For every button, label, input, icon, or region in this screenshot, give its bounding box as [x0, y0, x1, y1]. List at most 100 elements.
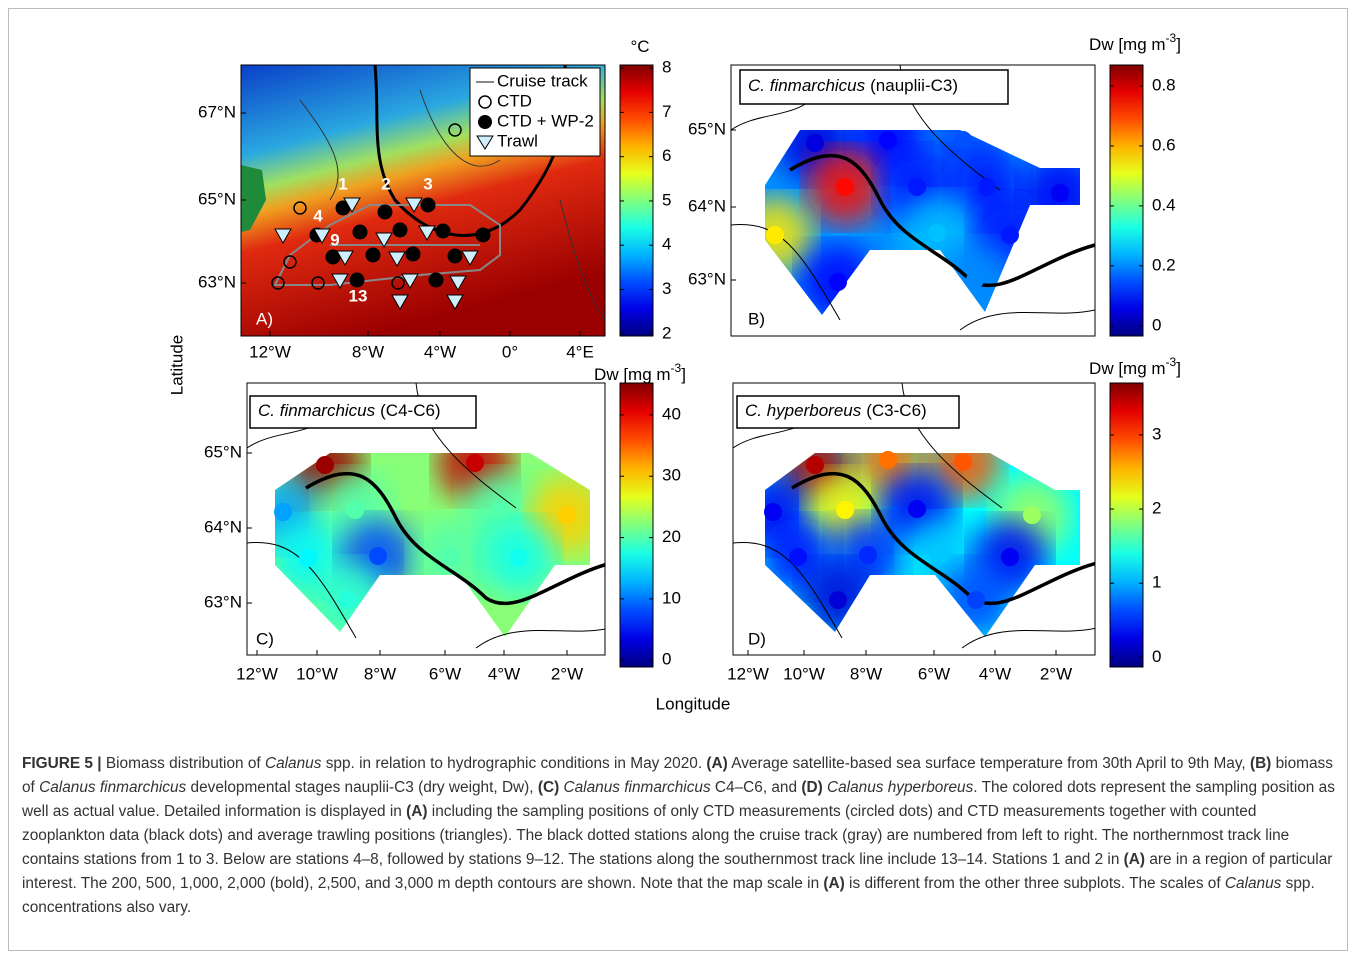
trawl — [274, 228, 292, 245]
panel-title: C. hyperboreus (C3-C6) — [745, 401, 927, 420]
colorbar — [1109, 382, 1144, 668]
lat-tick-label: 65°N — [204, 442, 242, 461]
sample-dot — [829, 273, 847, 291]
wp2-station — [420, 197, 436, 213]
title-box — [249, 395, 477, 429]
colorbar-tick-label: 10 — [662, 588, 681, 607]
wp2-station — [428, 272, 444, 288]
colorbar-label: Dw [mg m-3] — [1089, 355, 1181, 378]
label-sup: -3 — [1166, 31, 1177, 45]
lon-tick-label: 6°W — [429, 664, 461, 683]
land — [241, 165, 266, 232]
x-axis-label: Longitude — [656, 694, 731, 713]
species: C. hyperboreus — [745, 401, 862, 420]
map-panel — [247, 383, 605, 649]
label: Dw [mg m — [1089, 35, 1166, 54]
caption-text: Biomass distribution of — [105, 755, 265, 772]
caption-text: Average satellite-based sea surface temp… — [727, 755, 1250, 772]
contour — [789, 153, 1095, 288]
lat-tick-label: 63°N — [204, 592, 242, 611]
lon-tick-label: 2°W — [551, 664, 583, 683]
sample-dot — [491, 501, 509, 519]
legend-label: Trawl — [497, 131, 538, 150]
colorbar — [619, 64, 654, 337]
station-number: 4 — [313, 206, 323, 225]
sample-dot — [1001, 226, 1019, 244]
caption-text: (A) — [406, 803, 428, 820]
colorbar-tick-label: 2 — [1152, 499, 1161, 518]
sample-dot — [766, 226, 784, 244]
legend-label: CTD + WP-2 — [497, 111, 594, 130]
species: C. finmarchicus — [748, 76, 866, 95]
legend-label: CTD — [497, 91, 532, 110]
lat-tick-label: 63°N — [688, 269, 726, 288]
lat-tick-label: 64°N — [204, 517, 242, 536]
colorbar-tick-label: 6 — [662, 146, 671, 165]
title-box — [739, 69, 1009, 105]
panel-letter: C) — [256, 629, 274, 648]
trawl — [461, 250, 479, 267]
label-end: ] — [681, 365, 686, 384]
lon-tick-label: 8°W — [850, 664, 882, 683]
caption-text: . The colored dots represent the samplin… — [22, 779, 1335, 820]
ctd-station — [391, 276, 405, 290]
label: Dw [mg m — [1089, 359, 1166, 378]
stage: (nauplii-C3) — [870, 76, 958, 95]
caption-text: C4–C6, and — [710, 779, 802, 796]
caption-text: Calanus — [264, 755, 322, 772]
sample-dot — [836, 501, 854, 519]
figure-frame — [8, 8, 1348, 951]
sample-dot — [1001, 548, 1019, 566]
colorbar-tick-label: 8 — [662, 58, 671, 77]
panel-letter: D) — [748, 629, 766, 648]
trawl — [343, 197, 361, 214]
ctd-station — [271, 276, 285, 290]
sample-dot — [954, 131, 972, 149]
caption-text: (A) — [1123, 851, 1146, 868]
colorbar-tick-label: 0.4 — [1152, 195, 1176, 214]
legend-label: Cruise track — [497, 71, 588, 90]
trawl — [391, 294, 409, 311]
wp2-station — [405, 246, 421, 262]
caption-text: are in a region of particular interest. … — [22, 851, 1333, 892]
colorbar-tick-label: 7 — [662, 102, 671, 121]
trawl — [449, 275, 467, 292]
colorbar-tick-label: 2 — [662, 323, 671, 342]
colorbar-label: Dw [mg m-3] — [1089, 31, 1181, 54]
colorbar-tick-label: 0 — [1152, 315, 1161, 334]
wp2-station — [325, 249, 341, 265]
colorbar-tick-label: 0.8 — [1152, 75, 1176, 94]
sample-dot — [836, 178, 854, 196]
sample-dot — [954, 453, 972, 471]
colorbar-tick-label: 30 — [662, 466, 681, 485]
legend-swatch — [476, 135, 494, 150]
caption-text: biomass of — [22, 755, 1333, 796]
station-number: 3 — [423, 174, 432, 193]
sample-dot — [1023, 506, 1041, 524]
label: Dw [mg m — [594, 365, 671, 384]
contour — [731, 65, 1095, 331]
wp2-station — [352, 224, 368, 240]
colorbar-label: Dw [mg m-3] — [594, 361, 686, 384]
sample-dot — [316, 456, 334, 474]
caption-text: Calanus finmarchicus — [559, 779, 711, 796]
colorbar — [619, 382, 654, 668]
wp2-station — [365, 247, 381, 263]
station-number: 9 — [330, 230, 339, 249]
lon-tick-label: 2°W — [1040, 664, 1072, 683]
species: C. finmarchicus — [258, 401, 376, 420]
trawl — [331, 273, 349, 290]
sample-dot — [299, 549, 317, 567]
label-sup: -3 — [671, 361, 682, 375]
sample-dot — [928, 224, 946, 242]
wp2-station — [392, 222, 408, 238]
caption-text: (D) — [801, 779, 823, 796]
colorbar-tick-label: 0.6 — [1152, 135, 1176, 154]
wp2-station — [377, 204, 393, 220]
caption: FIGURE 5 | Biomass distribution of Calan… — [22, 752, 1340, 920]
caption-text: FIGURE 5 | — [22, 755, 106, 772]
colorbar-tick-label: 20 — [662, 527, 681, 546]
label-end: ] — [1176, 359, 1181, 378]
lon-tick-label: 4°W — [424, 342, 456, 361]
